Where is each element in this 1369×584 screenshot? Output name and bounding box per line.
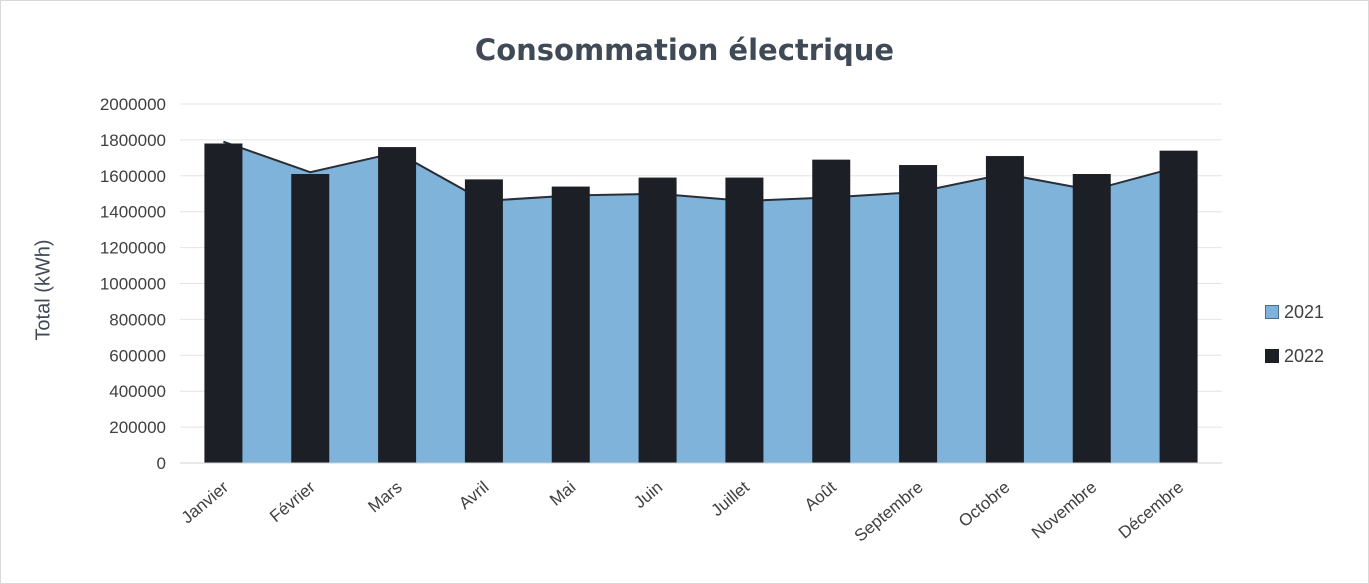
y-tick-label: 1000000 (100, 275, 166, 294)
bar-2022-avril (464, 179, 503, 463)
bar-2022-mai (551, 186, 590, 463)
bar-2022-juin (638, 177, 677, 463)
x-tick-label: Août (801, 477, 840, 514)
bar-2022-novembre (1072, 174, 1111, 463)
x-tick-label: Septembre (851, 478, 927, 546)
legend-item-2022: 2022 (1265, 344, 1324, 368)
x-tick-label: Octobre (955, 478, 1014, 531)
bar-2022-juillet (725, 177, 764, 463)
y-tick-label: 600000 (109, 346, 166, 365)
bar-2022-août (812, 159, 851, 463)
y-tick-label: 1200000 (100, 239, 166, 258)
bar-2022-janvier (204, 143, 243, 464)
x-tick-label: Juin (630, 478, 666, 513)
chart-title: Consommation électrique (474, 33, 895, 67)
bar-2022-octobre (985, 156, 1024, 463)
y-tick-label: 800000 (109, 310, 166, 329)
legend: 2021 2022 (1265, 300, 1324, 388)
bar-2022-février (291, 174, 330, 463)
x-tick-label: Décembre (1115, 478, 1187, 543)
y-tick-label: 1600000 (100, 167, 166, 186)
y-tick-label: 1400000 (100, 203, 166, 222)
legend-swatch-2021 (1265, 305, 1279, 319)
x-tick-label: Mai (546, 478, 579, 510)
area-2021 (223, 141, 1179, 463)
x-tick-label: Novembre (1028, 478, 1100, 543)
bar-2022-mars (378, 147, 417, 463)
x-tick-label: Mars (364, 478, 405, 517)
x-tick-label: Juillet (707, 477, 753, 520)
y-tick-label: 400000 (109, 382, 166, 401)
y-tick-label: 200000 (109, 418, 166, 437)
y-tick-label: 0 (157, 454, 166, 473)
bar-2022-décembre (1159, 150, 1198, 464)
legend-label-2021: 2021 (1284, 301, 1325, 322)
bar-2022-septembre (899, 165, 938, 463)
legend-item-2021: 2021 (1265, 300, 1324, 324)
y-tick-label: 1800000 (100, 131, 166, 150)
x-tick-label: Avril (455, 478, 492, 514)
x-tick-label: Janvier (178, 477, 232, 527)
legend-swatch-2022 (1265, 349, 1279, 363)
x-tick-label: Février (266, 477, 319, 526)
y-tick-label: 2000000 (100, 95, 166, 114)
legend-label-2022: 2022 (1284, 345, 1325, 366)
